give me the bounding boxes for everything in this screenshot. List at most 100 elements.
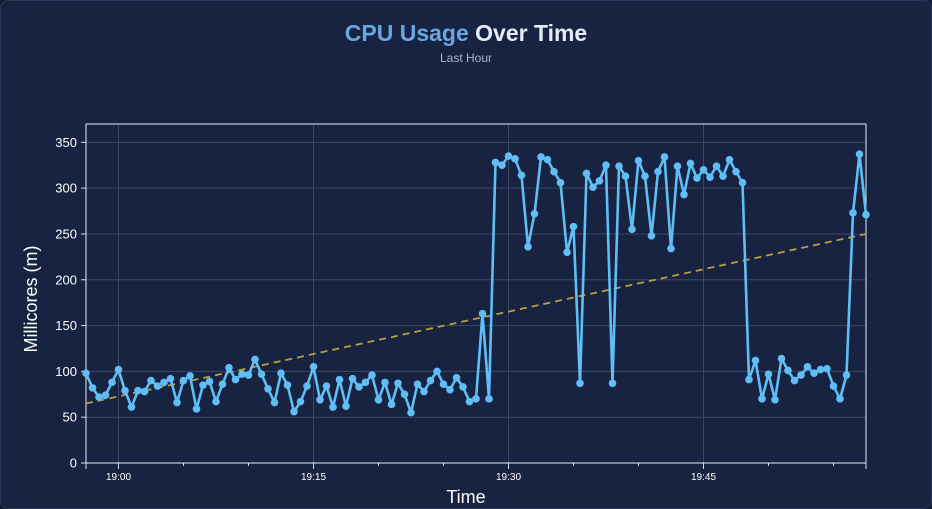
data-point	[628, 225, 636, 234]
data-point	[95, 393, 103, 401]
data-point	[134, 386, 142, 395]
trend-layer	[85, 233, 867, 405]
x-axis-label: Time	[446, 487, 485, 507]
data-point	[517, 171, 526, 180]
y-tick-label: 100	[55, 364, 77, 379]
y-tick-label: 50	[63, 410, 77, 425]
data-point	[270, 398, 279, 407]
data-point	[478, 309, 487, 318]
data-point	[777, 354, 786, 363]
data-point	[303, 382, 311, 390]
trend-line	[85, 233, 867, 405]
data-point	[686, 159, 695, 168]
data-point	[199, 381, 207, 389]
x-tick-label: 19:30	[496, 472, 521, 483]
data-point	[504, 152, 513, 160]
data-point	[192, 405, 201, 413]
data-point	[472, 395, 480, 403]
data-point	[576, 379, 584, 388]
y-tick-label: 250	[55, 226, 77, 241]
data-point	[166, 374, 175, 383]
series-layer	[82, 150, 870, 417]
data-point	[543, 155, 552, 164]
data-point	[667, 244, 675, 253]
data-point	[309, 362, 318, 371]
data-point	[205, 377, 214, 386]
data-point	[602, 161, 610, 170]
data-point	[706, 173, 714, 181]
data-point	[647, 231, 656, 240]
data-point	[82, 369, 90, 378]
data-point	[862, 210, 870, 219]
data-point	[381, 378, 389, 387]
plot-frame	[85, 123, 867, 464]
data-point	[712, 162, 721, 170]
data-point	[530, 209, 539, 218]
data-point	[673, 162, 682, 170]
x-tick-label: 19:00	[106, 472, 131, 483]
data-point	[829, 382, 838, 390]
data-point	[238, 370, 246, 378]
data-point	[218, 380, 227, 389]
y-tick-label: 350	[55, 135, 77, 150]
data-point	[764, 370, 773, 378]
data-point	[725, 155, 734, 164]
data-point	[452, 373, 461, 382]
data-point	[738, 178, 747, 187]
data-point	[348, 374, 357, 383]
chart-title: CPU Usage Over Time	[1, 20, 931, 47]
data-point	[283, 381, 292, 389]
y-tick-label: 300	[55, 181, 77, 196]
data-point	[680, 190, 688, 199]
data-point	[634, 156, 643, 165]
data-point	[459, 383, 467, 391]
data-point	[121, 386, 129, 395]
data-point	[556, 178, 565, 187]
data-point	[127, 403, 136, 411]
data-point	[400, 390, 409, 399]
data-point	[758, 395, 766, 403]
data-point	[335, 375, 344, 384]
data-point	[160, 378, 168, 387]
data-point	[257, 370, 266, 378]
grid-lines	[86, 124, 866, 464]
axes	[81, 123, 867, 469]
data-point	[699, 166, 708, 174]
data-point	[316, 395, 324, 404]
data-point	[784, 366, 792, 375]
data-point	[855, 150, 864, 159]
data-point	[355, 383, 363, 391]
data-point	[140, 387, 149, 396]
data-point	[654, 167, 662, 176]
data-point	[563, 248, 571, 257]
data-point	[433, 367, 441, 376]
data-point	[108, 378, 116, 387]
data-point	[823, 364, 831, 373]
data-point	[244, 371, 253, 379]
data-point	[608, 379, 617, 388]
data-point	[524, 242, 532, 251]
data-point	[361, 378, 370, 387]
data-point	[264, 384, 272, 393]
y-axis-label: Millicores (m)	[21, 246, 41, 353]
data-point	[621, 172, 630, 181]
tick-labels: 0 50 100 150 200 250 300 350 19:00 19:15 19:30 19:4…	[55, 135, 716, 483]
data-point	[810, 369, 818, 378]
data-point	[511, 155, 519, 163]
data-point	[277, 369, 285, 378]
data-point	[342, 402, 350, 410]
data-point	[569, 222, 578, 231]
data-point	[387, 400, 396, 409]
data-point	[212, 397, 220, 406]
data-point	[732, 167, 740, 176]
data-point	[537, 153, 545, 161]
data-point	[491, 158, 500, 167]
data-point	[173, 398, 181, 407]
data-point	[322, 382, 331, 390]
data-point	[751, 356, 760, 365]
data-point	[836, 395, 844, 403]
data-point	[446, 385, 454, 394]
data-point	[290, 407, 298, 416]
